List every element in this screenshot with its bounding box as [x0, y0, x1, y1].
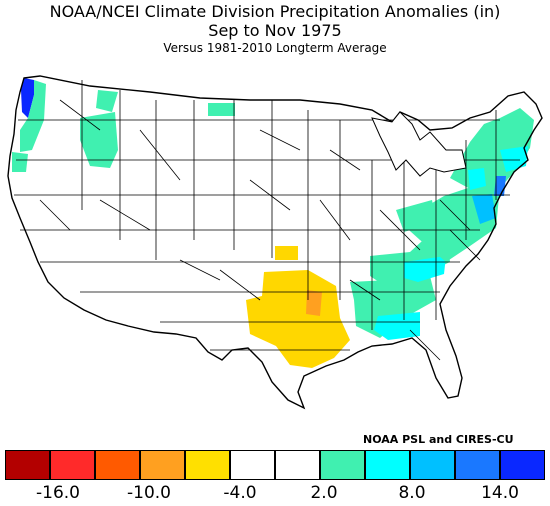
- region-southern-plains-yellow: [246, 270, 350, 368]
- legend-color-box: [275, 450, 320, 480]
- legend-color-box: [95, 450, 140, 480]
- legend-color-box: [5, 450, 50, 480]
- data-credit: NOAA PSL and CIRES-CU: [363, 433, 514, 446]
- legend-color-box: [50, 450, 95, 480]
- legend-color-box: [185, 450, 230, 480]
- legend-color-box: [500, 450, 545, 480]
- great-lakes: [371, 111, 467, 177]
- legend-tick-label: -10.0: [127, 483, 171, 503]
- legend-color-box: [230, 450, 275, 480]
- map-period: Sep to Nov 1975: [208, 21, 342, 40]
- region-mid-atlantic-lightblue: [472, 194, 496, 224]
- region-mt-green: [96, 90, 118, 112]
- legend-tick-label: -16.0: [36, 483, 80, 503]
- region-wa-coast-green: [20, 80, 46, 152]
- us-outline: [7, 75, 543, 410]
- region-tn-cyan: [404, 256, 446, 282]
- region-or-coast-green: [12, 152, 28, 172]
- region-gulf-states-green: [350, 276, 436, 338]
- region-ms-al-cyan: [374, 312, 420, 340]
- region-ohio-valley-green: [396, 200, 436, 232]
- region-new-york-cyan: [468, 168, 486, 190]
- division-lines: [14, 80, 520, 361]
- anomaly-regions: [12, 78, 534, 368]
- legend-color-box: [140, 450, 185, 480]
- map-title: NOAA/NCEI Climate Division Precipitation…: [49, 2, 501, 21]
- region-north-dakota-green: [208, 103, 235, 116]
- region-wa-east-green: [80, 112, 118, 168]
- legend-tick-label: -4.0: [223, 483, 257, 503]
- region-arkansas-orange: [306, 290, 322, 316]
- legend-tick-label: 8.0: [398, 483, 426, 503]
- legend-color-box: [455, 450, 500, 480]
- legend-tick-label: 2.0: [310, 483, 338, 503]
- legend-tick-label: 14.0: [481, 483, 519, 503]
- us-climate-division-map: [7, 75, 543, 410]
- legend-color-box: [365, 450, 410, 480]
- legend-color-box: [410, 450, 455, 480]
- region-kansas-yellow: [275, 246, 298, 260]
- map-baseline: Versus 1981-2010 Longterm Average: [163, 41, 387, 55]
- legend-color-box: [320, 450, 365, 480]
- region-wa-coast-blue: [21, 78, 34, 118]
